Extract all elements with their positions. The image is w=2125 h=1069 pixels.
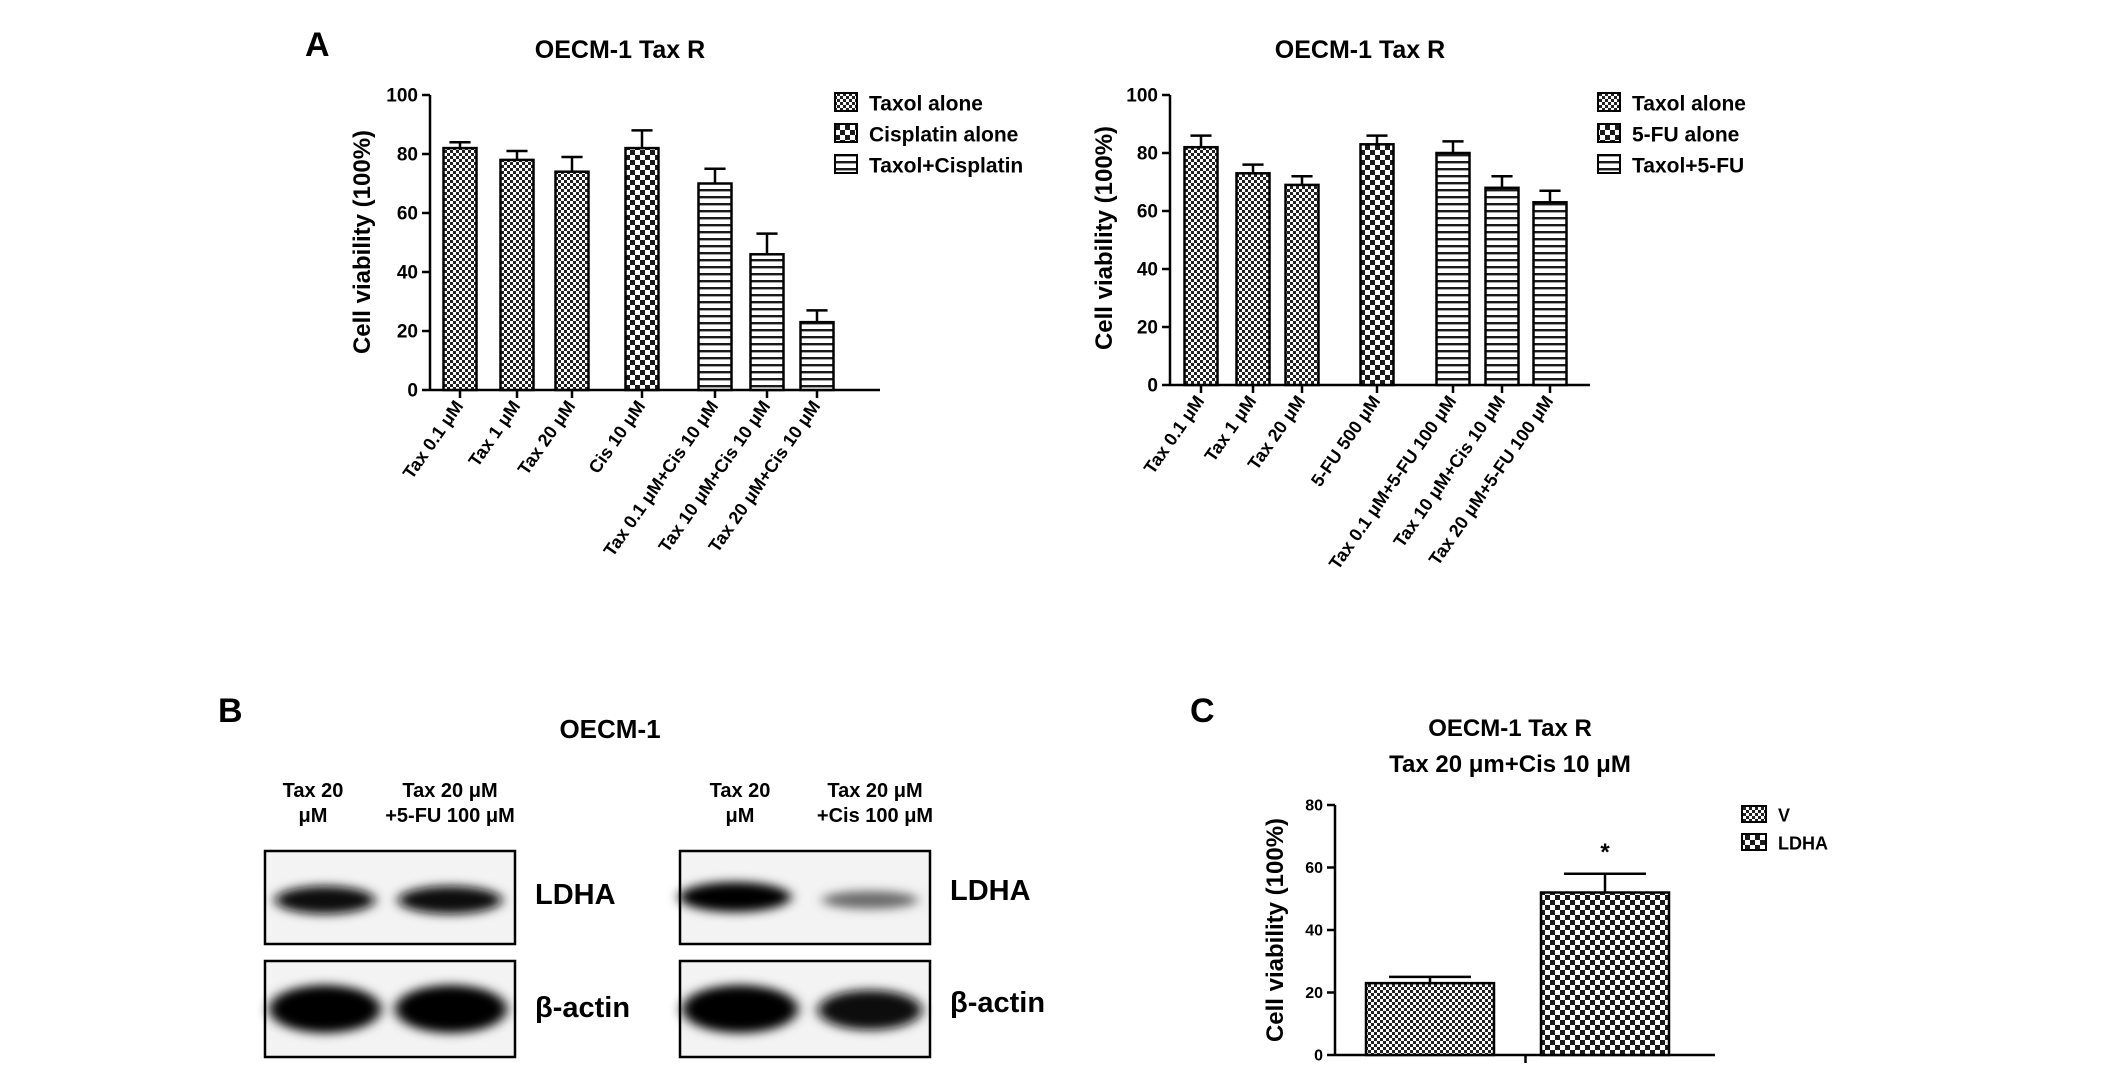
bar <box>1484 186 1520 387</box>
blot-left-lane1-line1: Tax 20 <box>283 780 344 802</box>
blot-left-lane1-line2: μM <box>299 805 328 827</box>
y-tick-label: 100 <box>386 86 418 107</box>
x-tick-label: Tax 1 μM <box>464 397 524 470</box>
legend-swatch <box>834 154 858 174</box>
bar <box>1183 145 1219 387</box>
y-tick-label: 80 <box>397 145 418 166</box>
panel-label-b: B <box>218 692 243 730</box>
y-tick-label: 80 <box>1305 798 1323 815</box>
band-right-actin-2 <box>818 990 922 1030</box>
blot-right-lane2-line2: +Cis 100 μM <box>817 805 933 827</box>
legend-swatch <box>834 123 858 143</box>
panel-label-a: A <box>305 26 330 64</box>
western-blot: OECM-1 Tax 20 μM Tax 20 μM +5-FU 100 μM … <box>263 714 1045 1059</box>
legend-swatch <box>1741 833 1767 851</box>
legend-swatch <box>1597 154 1621 174</box>
blot-title: OECM-1 <box>559 714 660 744</box>
x-tick-label: 5-FU 500 μM <box>1307 392 1384 490</box>
y-tick-label: 80 <box>1137 144 1158 165</box>
blot-label-right-ldha: LDHA <box>950 875 1031 907</box>
bar <box>749 253 785 392</box>
chart-c-ldha: OECM-1 Tax R Tax 20 μm+Cis 10 μM Cell viab… <box>1262 715 1828 1065</box>
x-tick-label: Tax 0.1 μM <box>1140 392 1208 478</box>
legend-label: Taxol+Cisplatin <box>869 154 1023 177</box>
blot-left-actin <box>263 959 517 1059</box>
bar <box>624 146 660 392</box>
blot-left-lane2-line2: +5-FU 100 μM <box>385 805 515 827</box>
y-tick-label: 0 <box>1147 376 1158 397</box>
significance-label: * <box>1600 839 1610 866</box>
chart-title: OECM-1 Tax R <box>1428 715 1592 742</box>
panel-label-c: C <box>1190 692 1215 730</box>
bar <box>1435 151 1471 387</box>
band-right-ldha-2 <box>822 891 918 909</box>
band-left-ldha-1 <box>275 886 375 914</box>
bar <box>799 320 835 392</box>
legend-label: V <box>1778 805 1790 825</box>
y-axis-label: Cell viability (100%) <box>1091 126 1118 350</box>
legend-swatch <box>834 92 858 112</box>
y-tick-label: 0 <box>407 381 418 402</box>
blot-label-left-ldha: LDHA <box>535 879 616 911</box>
legend-label: Cisplatin alone <box>869 123 1018 146</box>
y-tick-label: 100 <box>1126 86 1158 107</box>
legend-label: 5-FU alone <box>1632 123 1739 146</box>
chart-a-5fu: OECM-1 Tax R Cell viability (100%) 0 20 40 60… <box>1091 36 1746 573</box>
bar <box>1359 143 1395 387</box>
chart-subtitle: Tax 20 μm+Cis 10 μM <box>1389 751 1631 778</box>
chart-a-cisplatin: OECM-1 Tax R Cell viability (100%) 0 20 40 60… <box>349 36 1023 560</box>
legend-swatch <box>1597 92 1621 112</box>
band-right-actin-1 <box>682 985 798 1033</box>
y-tick-label: 60 <box>1137 202 1158 223</box>
y-tick-label: 40 <box>1137 260 1158 281</box>
legend-label: Taxol alone <box>869 92 983 115</box>
bar <box>1364 981 1496 1057</box>
bar <box>697 182 733 392</box>
bar <box>554 170 590 392</box>
blot-right-lane1-line2: μM <box>726 805 755 827</box>
legend-label: LDHA <box>1778 833 1828 853</box>
blot-right-actin <box>678 959 932 1059</box>
legend-label: Taxol+5-FU <box>1632 154 1744 177</box>
legend-swatch <box>1741 805 1767 823</box>
bar <box>1532 201 1568 387</box>
legend-swatch <box>1597 123 1621 143</box>
blot-right-lane2-line1: Tax 20 μM <box>827 780 922 802</box>
band-left-actin-2 <box>395 985 507 1033</box>
y-tick-label: 60 <box>1305 860 1323 877</box>
band-right-ldha-1 <box>679 882 791 912</box>
blot-label-left-actin: β-actin <box>535 992 630 1024</box>
bar <box>442 146 478 392</box>
y-tick-label: 20 <box>1137 318 1158 339</box>
legend-label: Taxol alone <box>1632 92 1746 115</box>
y-tick-label: 20 <box>397 322 418 343</box>
chart-title: OECM-1 Tax R <box>535 36 705 64</box>
chart-title: OECM-1 Tax R <box>1275 36 1445 64</box>
bar <box>499 158 535 392</box>
y-tick-label: 40 <box>397 263 418 284</box>
x-tick-label: Cis 10 μM <box>585 397 650 477</box>
blot-label-right-actin: β-actin <box>950 987 1045 1019</box>
y-axis-label: Cell viability (100%) <box>349 130 376 354</box>
y-axis-label: Cell viability (100%) <box>1262 818 1289 1042</box>
y-tick-label: 60 <box>397 204 418 225</box>
bar <box>1284 183 1320 387</box>
x-tick-label: Tax 0.1 μM <box>399 397 467 483</box>
blot-right-ldha <box>678 849 932 946</box>
y-tick-label: 20 <box>1305 985 1323 1002</box>
band-left-ldha-2 <box>398 886 502 914</box>
blot-left-ldha <box>263 849 517 946</box>
blot-right-lane1-line1: Tax 20 <box>710 780 771 802</box>
y-tick-label: 0 <box>1314 1048 1323 1065</box>
bar <box>1235 172 1271 387</box>
blot-left-lane2-line1: Tax 20 μM <box>402 780 497 802</box>
y-tick-label: 40 <box>1305 923 1323 940</box>
band-left-actin-1 <box>269 985 381 1033</box>
bar <box>1539 891 1671 1057</box>
